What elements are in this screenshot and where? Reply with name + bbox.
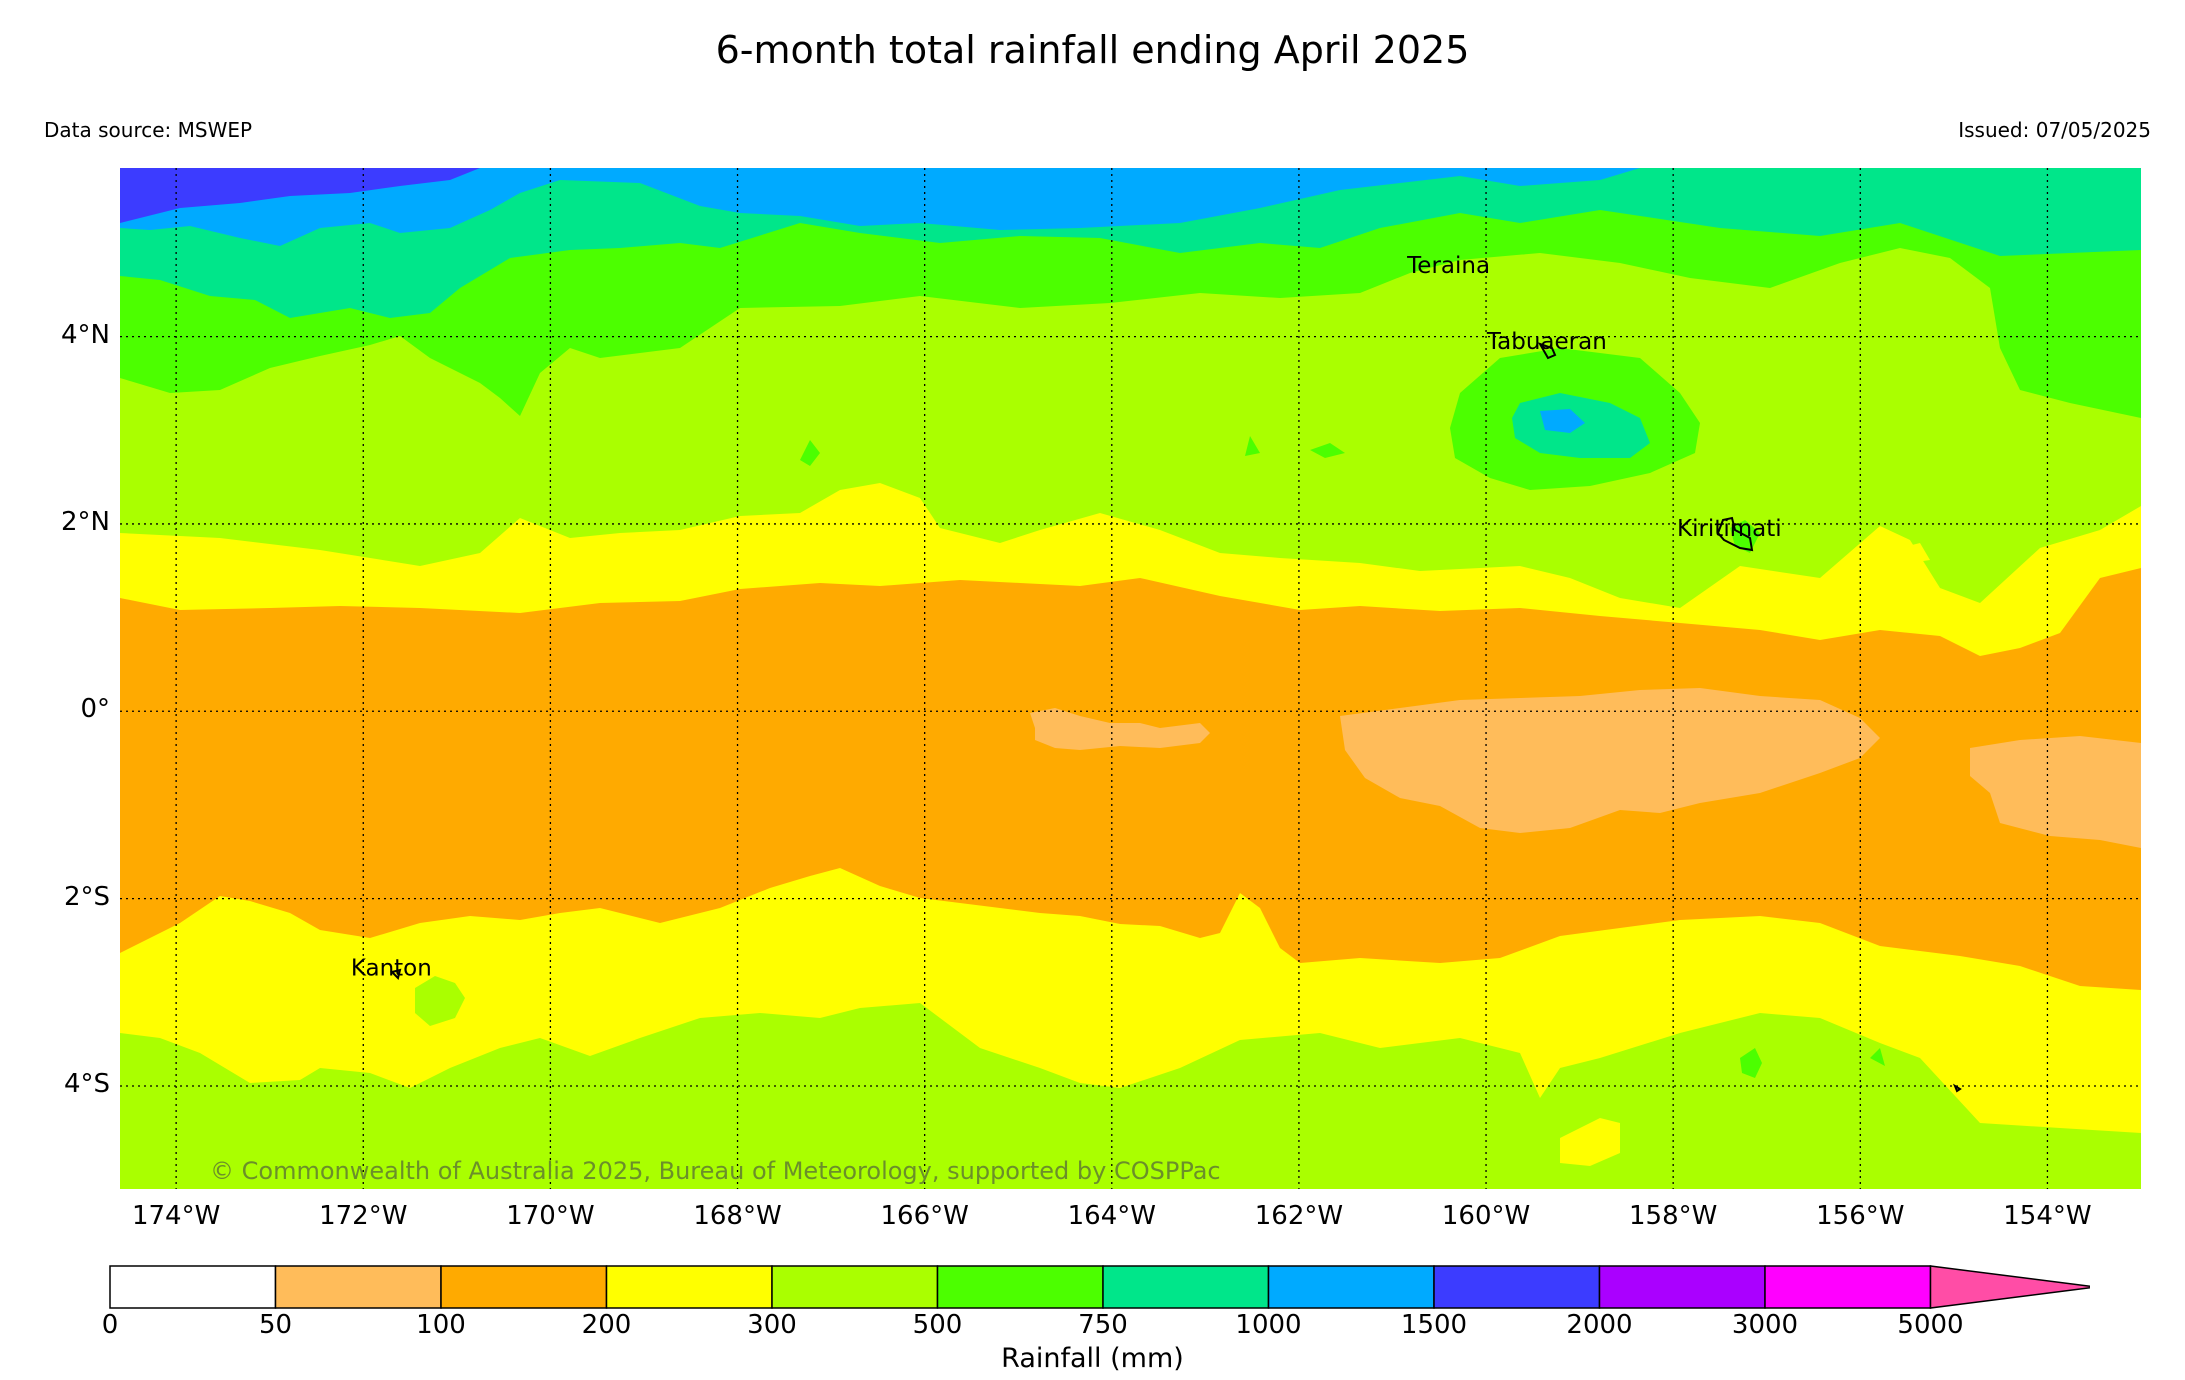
colorbar-segment: [1267, 1265, 1435, 1309]
colorbar-tick: 200: [581, 1310, 632, 1340]
longitude-tick-label: 160°W: [1441, 1201, 1531, 1231]
wet-spot-3: [1310, 443, 1345, 458]
latitude-tick-label: 0°: [80, 694, 110, 725]
longitude-tick-label: 154°W: [2003, 1201, 2092, 1231]
longitude-tick-label: 166°W: [880, 1201, 969, 1231]
colorbar-tick: 2000: [1566, 1310, 1633, 1340]
latitude-tick-label: 4°S: [63, 1068, 110, 1099]
band-750-1000-north: [120, 168, 2141, 318]
place-labels: Teraina Tabuaeran Kiritimati Kanton: [351, 253, 1782, 982]
wet-spot-2: [1245, 436, 1260, 456]
map-title: 6-month total rainfall ending April 2025: [715, 28, 1470, 72]
kanton-outline: [390, 968, 402, 980]
kiritimati-outline: [1716, 516, 1754, 552]
place-label-tabuaeran: Tabuaeran: [1486, 329, 1607, 355]
colorbar-segment: [936, 1265, 1104, 1309]
band-100-200: [120, 568, 2141, 990]
colorbar-tick: 0: [101, 1310, 119, 1340]
rainfall-map: Teraina Tabuaeran Kiritimati Kanton © Commo…: [120, 168, 2141, 1189]
place-label-kiritimati: Kiritimati: [1677, 516, 1782, 542]
longitude-tick-label: 168°W: [693, 1201, 782, 1231]
island-outlines: [390, 342, 1962, 1093]
wet-spot-kiritimati: [1730, 520, 1760, 553]
colorbar-segment: [1764, 1265, 1932, 1309]
colorbar-tick: 50: [258, 1310, 293, 1340]
longitude-tick-label: 162°W: [1254, 1201, 1344, 1231]
map-gridlines: [120, 168, 2141, 1189]
band-50-100-west: [1030, 708, 1210, 750]
colorbar-extend-arrow: [1929, 1265, 2090, 1309]
issued-date-label: Issued: 07/05/2025: [1958, 118, 2151, 142]
latitude-tick-label: 4°N: [61, 319, 110, 350]
colorbar-tick: 3000: [1731, 1310, 1799, 1340]
band-1000-1500-north: [120, 168, 1640, 246]
colorbar-tick: 5000: [1897, 1310, 1964, 1340]
place-label-kanton: Kanton: [351, 955, 432, 981]
wet-spot-1: [800, 440, 820, 466]
rainfall-colorbar: [109, 1265, 2090, 1309]
rainfall-contours: [120, 168, 2141, 1189]
colorbar-segment: [274, 1265, 442, 1309]
band-300-500-kanton: [415, 976, 465, 1026]
wet-spot-south: [1740, 1048, 1762, 1078]
longitude-tick-label: 172°W: [319, 1201, 408, 1231]
colorbar-tick: 100: [416, 1310, 466, 1340]
band-50-100-center: [1340, 688, 1880, 833]
colorbar-title: Rainfall (mm): [1001, 1343, 1184, 1374]
colorbar-segment: [440, 1265, 608, 1309]
dry-spot-east: [1900, 543, 1930, 563]
longitude-tick-label: 174°W: [131, 1201, 221, 1231]
islet-outline: [1952, 1083, 1962, 1093]
latitude-tick-label: 2°S: [63, 881, 110, 912]
colorbar-segment: [605, 1265, 773, 1309]
colorbar-tick: 500: [912, 1310, 963, 1340]
band-50-100-east: [1970, 736, 2141, 848]
colorbar-segment: [771, 1265, 939, 1309]
colorbar-tick: 1000: [1235, 1310, 1302, 1340]
band-1000-1500-tabuaeran: [1540, 409, 1585, 433]
band-1500-2000-north: [120, 168, 480, 223]
colorbar-segment: [1433, 1265, 1601, 1309]
colorbar-segment: [109, 1265, 277, 1309]
longitude-tick-label: 164°W: [1067, 1201, 1156, 1231]
place-label-teraina: Teraina: [1406, 253, 1490, 279]
latitude-tick-label: 2°N: [61, 506, 110, 537]
longitude-tick-label: 170°W: [506, 1201, 595, 1231]
colorbar-tick: 300: [747, 1310, 797, 1340]
copyright-notice: © Commonwealth of Australia 2025, Bureau…: [210, 1157, 1221, 1185]
tabuaeran-outline: [1537, 342, 1557, 360]
dry-spot-south: [1560, 1118, 1620, 1166]
wet-spot-south-2: [1870, 1048, 1885, 1066]
colorbar-tick: 1500: [1400, 1310, 1468, 1340]
longitude-tick-label: 158°W: [1629, 1201, 1718, 1231]
colorbar-tick: 750: [1078, 1310, 1128, 1340]
data-source-label: Data source: MSWEP: [44, 118, 253, 142]
colorbar-segment: [1598, 1265, 1766, 1309]
colorbar-segment: [1102, 1265, 1270, 1309]
longitude-tick-label: 156°W: [1816, 1201, 1905, 1231]
